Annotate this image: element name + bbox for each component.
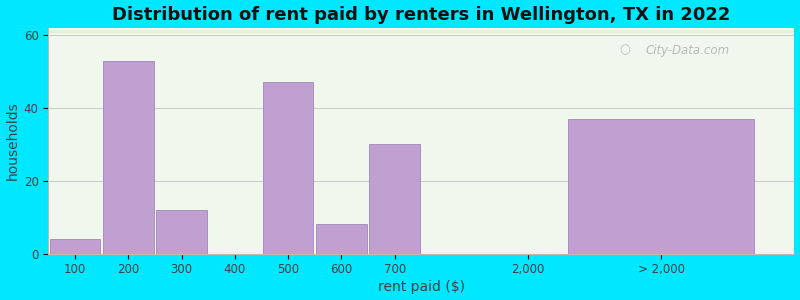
Bar <box>48 29 794 32</box>
Bar <box>48 28 794 31</box>
Bar <box>48 30 794 33</box>
Bar <box>48 28 794 31</box>
Bar <box>156 210 207 254</box>
Bar <box>48 29 794 32</box>
Bar <box>48 28 794 31</box>
Bar <box>48 29 794 32</box>
Bar <box>48 29 794 32</box>
Bar <box>48 31 794 34</box>
Bar <box>48 30 794 32</box>
Bar <box>48 29 794 32</box>
Bar <box>48 29 794 32</box>
Bar <box>48 28 794 31</box>
Bar <box>48 30 794 33</box>
Bar <box>316 224 366 254</box>
Bar <box>48 28 794 31</box>
Bar <box>48 30 794 33</box>
Bar <box>48 29 794 32</box>
Title: Distribution of rent paid by renters in Wellington, TX in 2022: Distribution of rent paid by renters in … <box>112 6 730 24</box>
Bar <box>263 82 314 253</box>
Bar <box>48 30 794 33</box>
Bar <box>48 29 794 32</box>
Bar <box>48 28 794 31</box>
Bar <box>48 29 794 32</box>
Bar <box>370 144 420 254</box>
Bar <box>48 28 794 31</box>
Bar <box>48 29 794 32</box>
Bar <box>48 30 794 33</box>
Bar <box>48 28 794 31</box>
Bar <box>48 30 794 32</box>
Bar <box>48 29 794 32</box>
Bar <box>48 31 794 34</box>
Bar <box>48 28 794 32</box>
Bar <box>48 30 794 33</box>
Bar <box>48 31 794 33</box>
Bar <box>48 30 794 33</box>
Bar <box>48 30 794 33</box>
Text: City-Data.com: City-Data.com <box>646 44 730 57</box>
Bar <box>48 28 794 31</box>
Bar <box>48 29 794 32</box>
Bar <box>48 30 794 33</box>
Bar <box>48 29 794 32</box>
Bar <box>48 28 794 31</box>
X-axis label: rent paid ($): rent paid ($) <box>378 280 465 294</box>
Bar <box>48 28 794 31</box>
Bar <box>48 28 794 31</box>
Bar <box>48 29 794 32</box>
Bar <box>48 28 794 31</box>
Bar <box>48 30 794 32</box>
Y-axis label: households: households <box>6 101 19 180</box>
Bar <box>48 31 794 33</box>
Bar <box>48 29 794 32</box>
Bar <box>48 28 794 31</box>
Bar <box>48 29 794 32</box>
Bar <box>48 31 794 33</box>
Bar <box>48 30 794 33</box>
Bar <box>48 28 794 31</box>
Bar <box>48 29 794 32</box>
Bar <box>48 29 794 32</box>
Bar <box>48 28 794 31</box>
Bar <box>48 29 794 32</box>
Bar <box>48 28 794 31</box>
Bar <box>48 30 794 33</box>
Bar <box>48 30 794 33</box>
Bar <box>48 29 794 32</box>
Text: ○: ○ <box>619 44 630 57</box>
Bar <box>48 30 794 32</box>
Bar <box>48 30 794 33</box>
Bar <box>48 30 794 33</box>
Bar <box>48 28 794 32</box>
Bar <box>568 119 754 254</box>
Bar <box>48 29 794 32</box>
Bar <box>48 29 794 32</box>
Bar <box>48 29 794 32</box>
Bar <box>48 29 794 32</box>
Bar <box>48 28 794 31</box>
Bar <box>48 30 794 33</box>
Bar <box>103 61 154 254</box>
Bar <box>48 29 794 32</box>
Bar <box>48 29 794 32</box>
Bar <box>48 28 794 32</box>
Bar <box>48 30 794 33</box>
Bar <box>48 30 794 33</box>
Bar <box>48 30 794 32</box>
Bar <box>48 30 794 33</box>
Bar <box>48 30 794 33</box>
Bar <box>48 28 794 31</box>
Bar <box>50 239 100 254</box>
Bar <box>48 31 794 33</box>
Bar <box>48 31 794 33</box>
Bar <box>48 30 794 33</box>
